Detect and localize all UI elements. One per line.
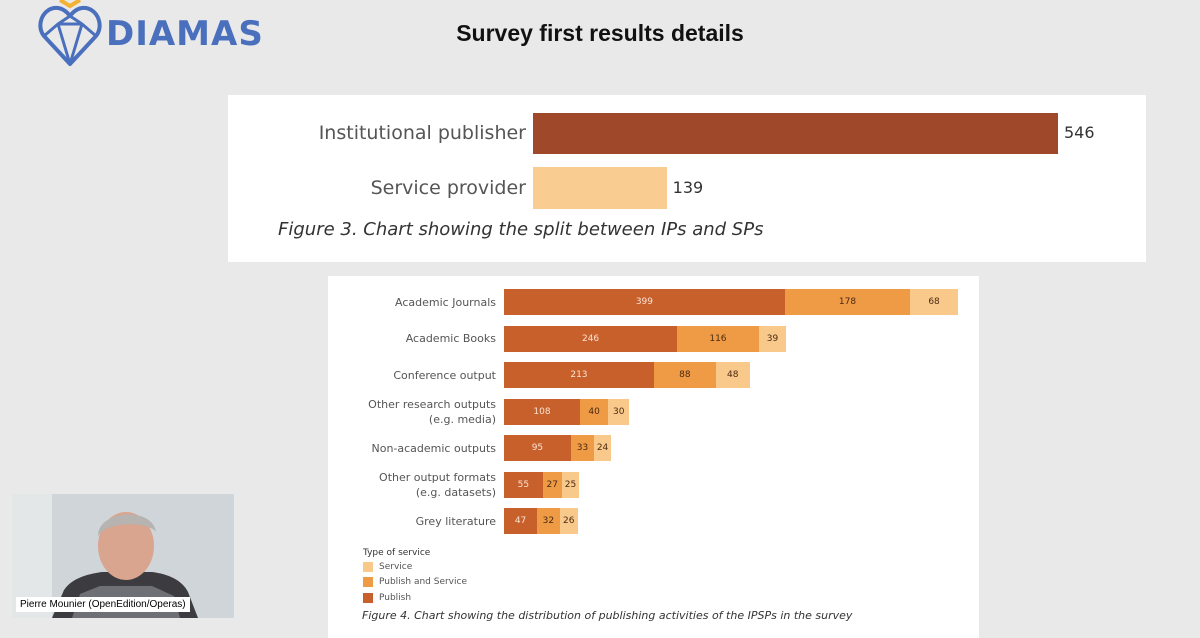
bar-value-label: 32 [542,516,555,526]
bar-value-label: 246 [581,333,600,344]
bar-segment-publish-other-research-outputs: 108 [504,398,581,425]
participant-video-tile[interactable]: Pierre Mounier (OpenEdition/Operas) [12,494,234,618]
bar-value-label: 116 [709,333,727,344]
bar-segment-publish-and-service-conference-output: 88 [653,362,716,388]
bar-segment-publish-other-output-formats: 55 [504,471,543,498]
bar-segment-publish-grey-literature: 47 [504,508,538,534]
category-label-non-academic-outputs: Non-academic outputs [336,441,496,456]
legend-swatch-service [363,562,373,572]
bar-service-provider [533,167,667,209]
bar-value-institutional-publisher: 546 [1064,123,1095,142]
bar-value-label: 213 [570,370,588,380]
bar-value-label: 27 [546,479,558,490]
bar-segment-publish-and-service-academic-journals: 178 [784,289,911,315]
bar-segment-service-other-output-formats: 25 [561,471,580,498]
chart-ip-sp-card: Institutional publisher Service provider… [228,95,1146,262]
legend-swatch-publish-and-service [363,577,373,587]
brand-name: DIAMAS [106,14,264,54]
legend-item-service: Service [363,562,412,572]
bar-value-label: 24 [596,443,609,453]
bar-segment-publish-non-academic-outputs: 95 [504,435,571,461]
category-label-line: (e.g. datasets) [415,485,496,499]
diamas-logo: DIAMAS [38,0,263,68]
bar-value-label: 33 [576,443,589,453]
legend-item-publish-and-service: Publish and Service [363,577,467,587]
bar-segment-service-academic-books: 39 [758,325,787,352]
bar-label-institutional-publisher: Institutional publisher [318,122,526,144]
bar-segment-publish-and-service-academic-books: 116 [677,325,759,352]
bar-segment-publish-and-service-grey-literature: 32 [537,508,560,534]
bar-segment-publish-academic-books: 246 [504,325,678,352]
legend-label-publish-and-service: Publish and Service [379,577,467,587]
participant-name: Pierre Mounier (OpenEdition/Operas) [16,597,190,612]
bar-value-label: 399 [635,297,654,307]
bar-value-label: 88 [679,370,691,380]
category-label-line: Academic Books [405,332,496,345]
bar-value-label: 68 [928,297,940,307]
figure-3-caption: Figure 3. Chart showing the split betwee… [278,219,764,240]
category-label-line: (e.g. media) [428,412,496,426]
bar-value-label: 39 [766,333,779,344]
legend-swatch-publish [363,593,373,603]
bar-segment-service-conference-output: 48 [715,362,750,388]
bar-value-label: 30 [613,406,625,417]
bar-segment-service-other-research-outputs: 30 [608,398,630,425]
bar-value-label: 26 [563,516,575,526]
legend-label-service: Service [379,562,413,572]
bar-segment-publish-and-service-other-output-formats: 27 [542,471,562,498]
legend-label-publish: Publish [379,593,412,603]
bar-segment-publish-conference-output: 213 [504,362,654,388]
category-label-line: Conference output [393,368,496,382]
bar-segment-publish-and-service-other-research-outputs: 40 [580,398,609,425]
category-label-academic-books: Academic Books [336,331,496,346]
category-label-line: Academic Journals [395,295,496,309]
legend-item-publish: Publish [363,593,411,603]
bar-value-label: 178 [838,297,857,307]
bar-value-label: 108 [533,406,551,417]
bar-label-service-provider: Service provider [370,177,526,199]
bar-value-label: 48 [727,370,739,380]
legend-title: Type of service [363,548,431,558]
bar-value-service-provider: 139 [672,178,704,197]
category-label-other-output-formats: Other output formats (e.g. datasets) [336,470,496,500]
bar-value-label: 40 [588,406,600,417]
bar-segment-service-non-academic-outputs: 24 [594,435,611,461]
bar-segment-publish-academic-journals: 399 [504,289,785,315]
category-label-line: Other research outputs [368,397,496,411]
category-label-line: Grey literature [415,514,496,528]
bar-value-label: 95 [531,443,544,453]
bar-institutional-publisher [533,113,1058,154]
category-label-academic-journals: Academic Journals [336,295,496,310]
bar-segment-publish-and-service-non-academic-outputs: 33 [570,435,595,461]
category-label-other-research-outputs: Other research outputs (e.g. media) [336,397,496,427]
bar-value-label: 47 [514,516,527,526]
category-label-line: Other output formats [379,470,496,484]
bar-segment-service-academic-journals: 68 [910,289,958,315]
bar-value-label: 25 [564,479,577,490]
category-label-conference-output: Conference output [336,368,496,383]
figure-4-caption: Figure 4. Chart showing the distribution… [362,609,853,622]
category-label-line: Non-academic outputs [371,441,496,455]
heart-logo-icon [38,0,102,66]
bar-segment-service-grey-literature: 26 [559,508,578,534]
bar-value-label: 55 [517,479,530,490]
slide-title: Survey first results details [456,20,744,46]
category-label-grey-literature: Grey literature [336,514,496,529]
chart-publishing-activities-card: Type of service Service Publish and Serv… [328,276,979,638]
